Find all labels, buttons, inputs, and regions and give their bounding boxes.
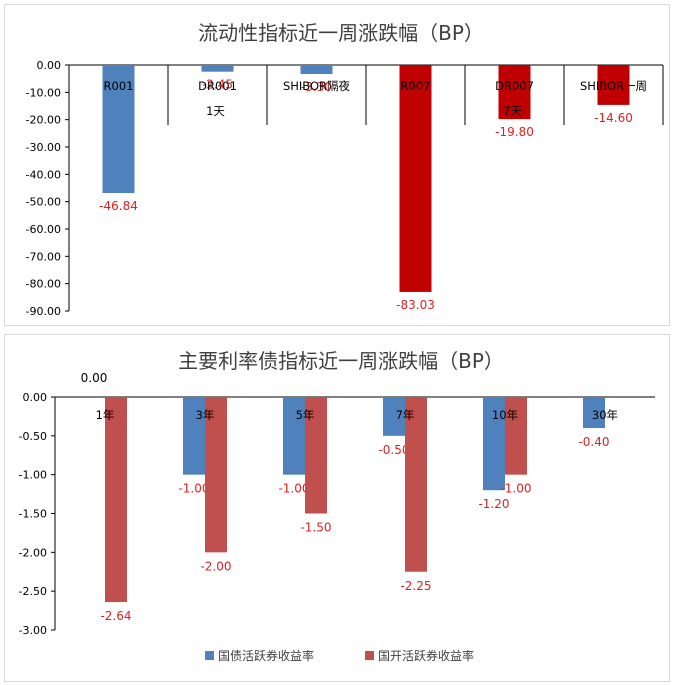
rates-chart: 主要利率债指标近一周涨跌幅（BP） 0.00 -0.50 -1.00 -1.50 -2.… [19,349,655,663]
category-label: SHIBOR一周 [580,79,647,93]
category-label: SHIBOR隔夜 [283,79,351,93]
y-tick-label: -80.00 [26,278,61,291]
category-label: 10年 [492,408,518,422]
y-tick-label: -50.00 [26,196,61,209]
bar [201,65,234,72]
bar [283,397,305,475]
value-label: -0.40 [578,435,609,449]
y-tick-label: -40.00 [26,168,61,181]
category-label: DR001 [198,79,237,93]
bar [597,65,630,105]
value-label: -46.84 [99,199,138,213]
category-label: 30年 [592,408,618,422]
y-tick-label: 0.00 [23,391,48,404]
y-tick-label: -3.00 [19,624,47,637]
bar [205,397,227,553]
bar [405,397,427,572]
bar [483,397,505,491]
value-label: -0.50 [378,443,409,457]
category-label: 5年 [296,408,315,422]
bar [383,397,405,436]
rates-chart-title: 主要利率债指标近一周涨跌幅（BP） [178,349,504,373]
value-label: -19.80 [495,125,534,139]
category-label: R001 [104,79,134,93]
category-label: 7年 [396,408,415,422]
bar [399,65,432,292]
bar [305,397,327,514]
legend-swatch [365,651,374,660]
bar [102,65,135,194]
liquidity-chart: 流动性指标近一周涨跌幅（BP） 0.00 -10.00 -20.00 -30.00 -4… [26,21,664,318]
value-label: -2.25 [400,579,431,593]
value-label: -83.03 [396,298,435,312]
y-tick-label: -30.00 [26,141,61,154]
legend-swatch [205,651,214,660]
bar [583,397,605,429]
y-tick-label: -1.00 [19,469,47,482]
rates-chart-panel: 主要利率债指标近一周涨跌幅（BP） 0.00 -0.50 -1.00 -1.50 -2.… [4,334,670,682]
value-label: -1.50 [300,521,331,535]
category-label: R007 [401,79,431,93]
category-label: 7天 [503,104,522,118]
value-label: -14.60 [594,111,633,125]
value-label: -1.20 [478,497,509,511]
value-label: -3.30 [301,80,332,94]
y-tick-label: -2.50 [19,585,47,598]
y-tick-label: -20.00 [26,114,61,127]
y-tick-label: -90.00 [26,305,61,318]
bar [498,65,531,120]
legend-label: 国债活跃券收益率 [218,648,314,663]
value-label: -1.00 [500,482,531,496]
y-tick-label: -10.00 [26,86,61,99]
category-label: DR007 [495,79,534,93]
y-tick-label: -70.00 [26,250,61,263]
value-label: -2.64 [100,609,131,623]
y-tick-label: -1.50 [19,508,47,521]
liquidity-chart-panel: 流动性指标近一周涨跌幅（BP） 0.00 -10.00 -20.00 -30.00 -4… [4,4,670,326]
y-tick-label: -2.00 [19,546,47,559]
bar [105,397,127,603]
value-label: -1.00 [278,482,309,496]
bar [183,397,205,475]
bar [300,65,333,75]
y-tick-label: -60.00 [26,223,61,236]
y-tick-label: -0.50 [19,430,47,443]
category-label: 1年 [96,408,115,422]
bar [505,397,527,475]
legend-label: 国开活跃券收益率 [378,648,474,663]
value-label: 0.00 [81,371,108,385]
value-label: -2.45 [202,78,233,92]
liquidity-chart-title: 流动性指标近一周涨跌幅（BP） [198,21,484,45]
category-label: 1天 [206,104,225,118]
category-label: 3年 [196,408,215,422]
y-tick-label: 0.00 [37,59,62,72]
value-label: -2.00 [200,559,231,573]
value-label: -1.00 [178,482,209,496]
